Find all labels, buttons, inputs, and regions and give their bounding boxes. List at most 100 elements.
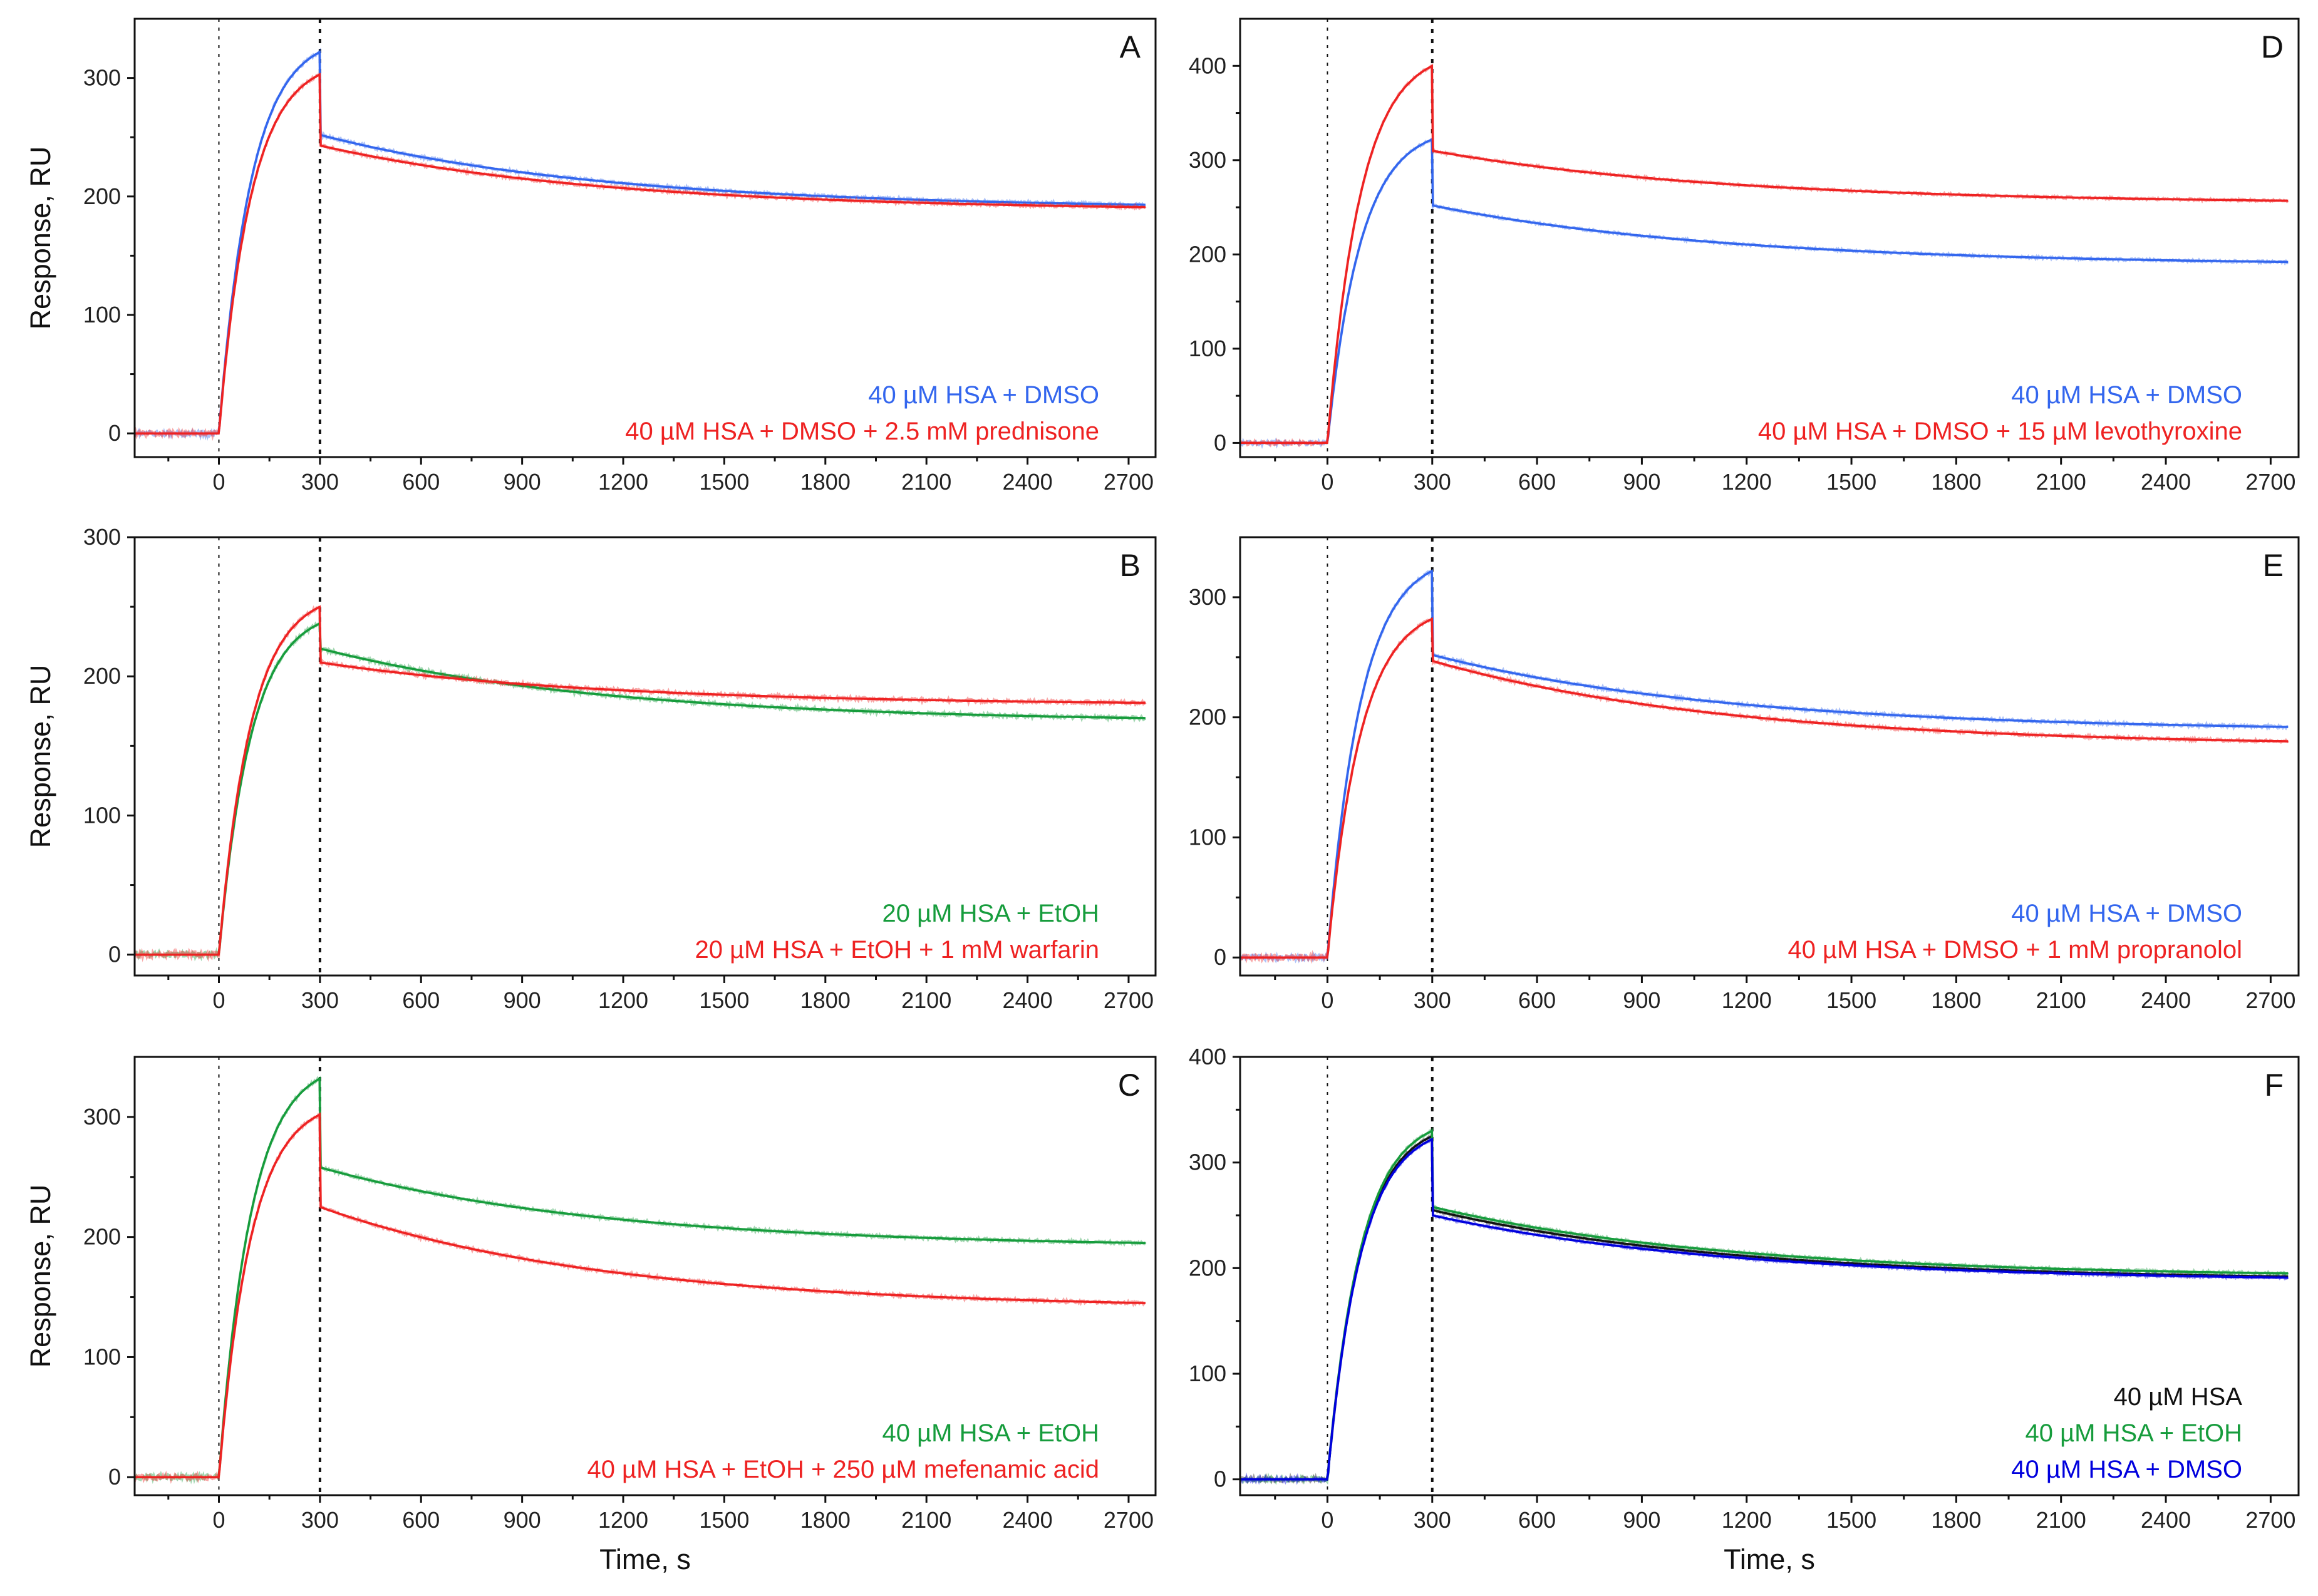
series-line-green bbox=[135, 1076, 1146, 1478]
x-tick-label: 0 bbox=[212, 469, 225, 495]
x-tick-label: 2100 bbox=[2036, 1507, 2086, 1533]
series-line-blue bbox=[1240, 569, 2289, 959]
x-tick-label: 0 bbox=[1321, 469, 1333, 495]
x-tick-label: 1200 bbox=[598, 469, 648, 495]
y-tick-label: 300 bbox=[1189, 1150, 1226, 1175]
series-raw-blue bbox=[135, 48, 1146, 441]
x-tick-label: 300 bbox=[1414, 469, 1451, 495]
x-tick-label: 1800 bbox=[800, 1507, 851, 1533]
plot-frame bbox=[133, 536, 1157, 977]
series-line-red bbox=[1240, 64, 2289, 445]
panel-f: 0 300 600 900 1200 1500 1800 2100 2400 2700 0 100 20… bbox=[1189, 1044, 2300, 1575]
x-tick-label: 1500 bbox=[699, 1507, 749, 1533]
y-tick-label: 100 bbox=[83, 302, 121, 327]
panel-a: 0 300 600 900 1200 1500 1800 2100 2400 2700 0 100 20… bbox=[24, 18, 1157, 495]
legend-entry: 40 µM HSA + EtOH bbox=[882, 1419, 1099, 1447]
series-line-blue bbox=[1240, 138, 2289, 445]
x-tick-label: 1800 bbox=[1931, 469, 1981, 495]
legend-entry: 40 µM HSA + DMSO + 15 µM levothyroxine bbox=[1758, 418, 2242, 445]
x-tick-label: 600 bbox=[1518, 987, 1556, 1013]
panel-c: 0 300 600 900 1200 1500 1800 2100 2400 2700 0 100 20… bbox=[24, 1056, 1157, 1575]
y-tick-label: 300 bbox=[1189, 584, 1226, 610]
x-tick-label: 1500 bbox=[1826, 469, 1876, 495]
plot-frame bbox=[1239, 18, 2300, 458]
legend-entry: 40 µM HSA + DMSO + 1 mM propranolol bbox=[1788, 936, 2242, 964]
y-tick-label: 100 bbox=[1189, 1361, 1226, 1386]
x-tick-label: 1500 bbox=[699, 469, 749, 495]
y-tick-label: 0 bbox=[108, 1464, 121, 1490]
y-tick-label: 200 bbox=[83, 663, 121, 689]
x-tick-label: 1200 bbox=[1722, 469, 1772, 495]
y-tick-label: 300 bbox=[83, 65, 121, 91]
series-line-blue bbox=[135, 50, 1146, 435]
panel-e: 0 300 600 900 1200 1500 1800 2100 2400 2700 0 100 20… bbox=[1189, 536, 2300, 1013]
x-tick-label: 900 bbox=[504, 1507, 541, 1533]
x-tick-label: 900 bbox=[1623, 987, 1660, 1013]
x-tick-label: 1200 bbox=[598, 987, 648, 1013]
x-tick-label: 2100 bbox=[901, 1507, 951, 1533]
x-tick-label: 600 bbox=[1518, 469, 1556, 495]
panel-label: E bbox=[2263, 548, 2284, 583]
x-tick-label: 1800 bbox=[800, 987, 851, 1013]
x-tick-label: 1800 bbox=[1931, 1507, 1981, 1533]
y-tick-label: 400 bbox=[1189, 53, 1226, 78]
x-tick-label: 2700 bbox=[1104, 987, 1154, 1013]
x-tick-label: 900 bbox=[1623, 469, 1660, 495]
y-tick-label: 200 bbox=[1189, 241, 1226, 267]
plot-frame bbox=[1239, 1056, 2300, 1496]
x-tick-label: 900 bbox=[504, 469, 541, 495]
x-tick-label: 2400 bbox=[1003, 469, 1053, 495]
x-tick-label: 600 bbox=[402, 1507, 440, 1533]
x-tick-label: 2700 bbox=[2245, 987, 2295, 1013]
legend-entry: 40 µM HSA + EtOH bbox=[2025, 1419, 2242, 1447]
y-tick-label: 200 bbox=[83, 1224, 121, 1250]
x-tick-label: 300 bbox=[1414, 1507, 1451, 1533]
series-line-red bbox=[135, 605, 1146, 956]
x-tick-label: 2400 bbox=[2141, 1507, 2191, 1533]
legend-entry: 20 µM HSA + EtOH + 1 mM warfarin bbox=[695, 936, 1099, 964]
x-tick-label: 2400 bbox=[1003, 1507, 1053, 1533]
y-tick-label: 300 bbox=[1189, 147, 1226, 173]
legend-entry: 40 µM HSA + DMSO bbox=[2011, 1456, 2242, 1483]
x-tick-label: 600 bbox=[402, 469, 440, 495]
y-tick-label: 300 bbox=[83, 524, 121, 550]
y-tick-label: 200 bbox=[1189, 704, 1226, 730]
x-tick-label: 1500 bbox=[1826, 1507, 1876, 1533]
x-tick-label: 1200 bbox=[1722, 987, 1772, 1013]
x-tick-label: 2400 bbox=[1003, 987, 1053, 1013]
y-axis-title: Response, RU bbox=[24, 1185, 56, 1368]
x-tick-label: 1500 bbox=[699, 987, 749, 1013]
panel-label: B bbox=[1120, 548, 1141, 583]
x-tick-label: 2700 bbox=[2245, 469, 2295, 495]
plot-frame bbox=[1239, 536, 2300, 977]
legend-entry: 20 µM HSA + EtOH bbox=[882, 900, 1099, 927]
x-tick-label: 1500 bbox=[1826, 987, 1876, 1013]
series-line-red bbox=[135, 1113, 1146, 1478]
x-tick-label: 2700 bbox=[1104, 469, 1154, 495]
x-tick-label: 1200 bbox=[598, 1507, 648, 1533]
x-tick-label: 2400 bbox=[2141, 469, 2191, 495]
series-line-green bbox=[1240, 1129, 2289, 1481]
y-tick-label: 200 bbox=[1189, 1255, 1226, 1280]
plot-frame bbox=[133, 1056, 1157, 1496]
y-tick-label: 0 bbox=[1214, 430, 1226, 455]
x-tick-label: 2700 bbox=[1104, 1507, 1154, 1533]
x-tick-label: 900 bbox=[504, 987, 541, 1013]
x-tick-label: 0 bbox=[1321, 1507, 1333, 1533]
x-tick-label: 2400 bbox=[2141, 987, 2191, 1013]
x-tick-label: 300 bbox=[301, 1507, 339, 1533]
y-tick-label: 0 bbox=[1214, 1466, 1226, 1492]
x-tick-label: 2700 bbox=[2245, 1507, 2295, 1533]
y-tick-label: 100 bbox=[1189, 336, 1226, 361]
plot-frame bbox=[133, 18, 1157, 458]
y-tick-label: 400 bbox=[1189, 1044, 1226, 1069]
series-line-red bbox=[135, 73, 1146, 435]
x-tick-label: 1200 bbox=[1722, 1507, 1772, 1533]
legend-entry: 40 µM HSA + DMSO + 2.5 mM prednisone bbox=[625, 418, 1099, 445]
panel-label: C bbox=[1118, 1068, 1141, 1103]
y-tick-label: 100 bbox=[83, 802, 121, 828]
x-tick-label: 0 bbox=[212, 987, 225, 1013]
x-tick-label: 300 bbox=[1414, 987, 1451, 1013]
series-line-green bbox=[135, 622, 1146, 956]
